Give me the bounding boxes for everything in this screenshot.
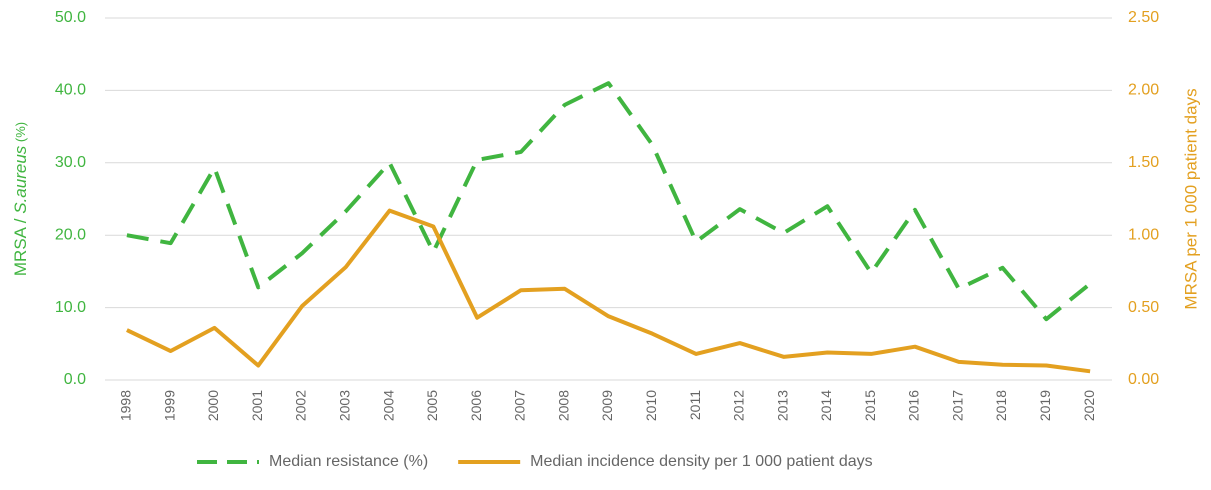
x-tick-label: 2009 — [599, 390, 615, 421]
x-tick-label: 2018 — [993, 390, 1009, 421]
x-tick-label: 2016 — [906, 390, 922, 421]
y-tick-label: 40.0 — [55, 82, 86, 99]
y-axis-label: MRSA / S.aureus (%) — [11, 122, 30, 276]
series-line — [126, 81, 1092, 322]
x-tick-label: 2006 — [468, 390, 484, 421]
y-axis-label-part: S.aureus — [11, 145, 30, 214]
y2-tick-label: 2.00 — [1128, 82, 1159, 99]
y-tick-label: 50.0 — [55, 9, 86, 26]
y-tick-label: 0.0 — [64, 371, 86, 388]
x-tick-label: 2017 — [949, 390, 965, 421]
x-tick-label: 2005 — [424, 390, 440, 421]
x-tick-label: 2001 — [249, 390, 265, 421]
y-tick-label: 20.0 — [55, 226, 86, 243]
legend-label: Median incidence density per 1 000 patie… — [530, 453, 872, 470]
y2-tick-label: 1.50 — [1128, 154, 1159, 171]
y2-tick-label: 1.00 — [1128, 226, 1159, 243]
y2-tick-label: 0.00 — [1128, 371, 1159, 388]
x-tick-label: 2011 — [687, 390, 703, 420]
series-line — [126, 208, 1091, 374]
x-tick-label: 2003 — [337, 390, 353, 421]
y-tick-label: 30.0 — [55, 154, 86, 171]
y2-tick-label: 0.50 — [1128, 299, 1159, 316]
x-tick-label: 2013 — [774, 390, 790, 421]
y2-axis-label: MRSA per 1 000 patient days — [1181, 88, 1200, 309]
x-tick-label: 2010 — [643, 390, 659, 421]
x-tick-label: 2019 — [1037, 390, 1053, 421]
x-tick-label: 2020 — [1081, 390, 1097, 421]
x-tick-label: 1999 — [161, 390, 177, 421]
y2-tick-label: 2.50 — [1128, 9, 1159, 26]
x-tick-label: 2008 — [555, 390, 571, 421]
x-tick-label: 2014 — [818, 390, 834, 421]
x-tick-label: 2000 — [205, 390, 221, 421]
y-axis-label-part: MRSA / — [11, 214, 30, 276]
x-tick-label: 1998 — [118, 390, 134, 421]
x-tick-label: 2012 — [731, 390, 747, 421]
x-tick-label: 2004 — [380, 390, 396, 421]
x-tick-label: 2015 — [862, 390, 878, 421]
x-tick-label: 2002 — [293, 390, 309, 421]
x-tick-label: 2007 — [512, 390, 528, 421]
legend-label: Median resistance (%) — [269, 453, 428, 470]
y-tick-label: 10.0 — [55, 299, 86, 316]
y-axis-label-part: (%) — [13, 122, 28, 146]
